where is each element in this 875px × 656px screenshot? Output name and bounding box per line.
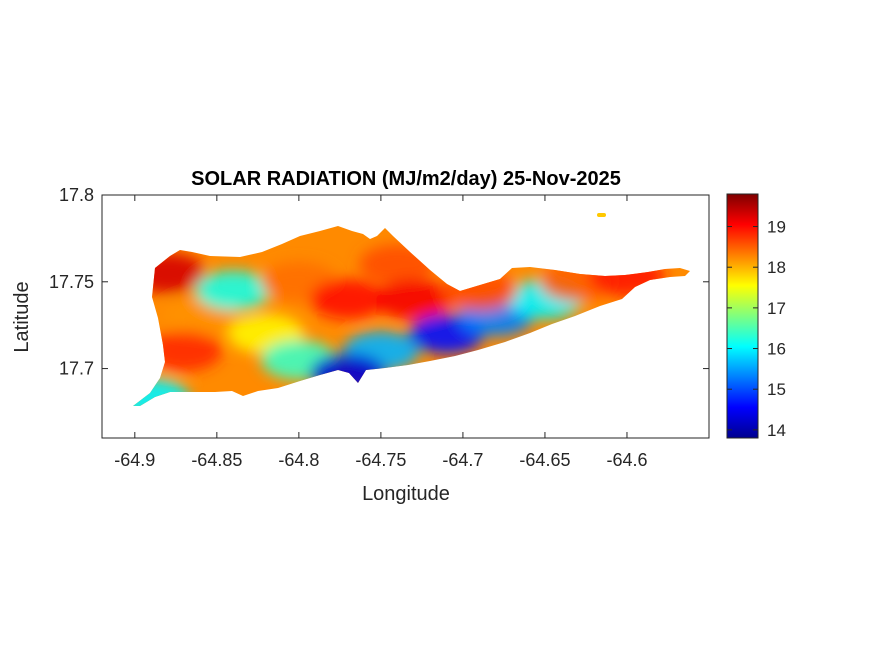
x-tick-label: -64.65 <box>519 450 570 470</box>
x-tick-label: -64.75 <box>355 450 406 470</box>
heat-region-9 <box>375 279 452 320</box>
y-tick-label: 17.8 <box>59 185 94 205</box>
heat-region-7 <box>310 279 387 320</box>
colorbar-gradient <box>726 193 759 439</box>
y-tick-label: 17.7 <box>59 359 94 379</box>
x-tick-label: -64.7 <box>442 450 483 470</box>
x-tick-label: -64.6 <box>606 450 647 470</box>
colorbar-tick-label: 18 <box>767 258 786 277</box>
colorbar-tick-label: 17 <box>767 299 786 318</box>
x-tick-label: -64.85 <box>191 450 242 470</box>
colorbar: 14 15 16 17 18 19 <box>726 193 786 440</box>
x-tick-label: -64.9 <box>114 450 155 470</box>
colorbar-tick-label: 19 <box>767 218 786 237</box>
x-axis: -64.9 -64.85 -64.8 -64.75 -64.7 -64.65 -64.6 <box>114 195 647 470</box>
colorbar-tick-label: 16 <box>767 340 786 359</box>
chart-title: SOLAR RADIATION (MJ/m2/day) 25-Nov-2025 <box>191 168 621 190</box>
colorbar-tick-label: 15 <box>767 380 786 399</box>
colorbar-tick-label: 14 <box>767 421 786 440</box>
heat-region-3 <box>195 270 272 311</box>
y-axis: 17.7 17.75 17.8 <box>49 185 709 379</box>
y-axis-label: Latitude <box>11 281 33 352</box>
islet-marker <box>597 213 606 217</box>
heat-region-17 <box>133 378 190 406</box>
x-tick-label: -64.8 <box>278 450 319 470</box>
x-axis-label: Longitude <box>362 483 450 505</box>
heat-region-2 <box>146 331 223 372</box>
y-tick-label: 17.75 <box>49 272 94 292</box>
